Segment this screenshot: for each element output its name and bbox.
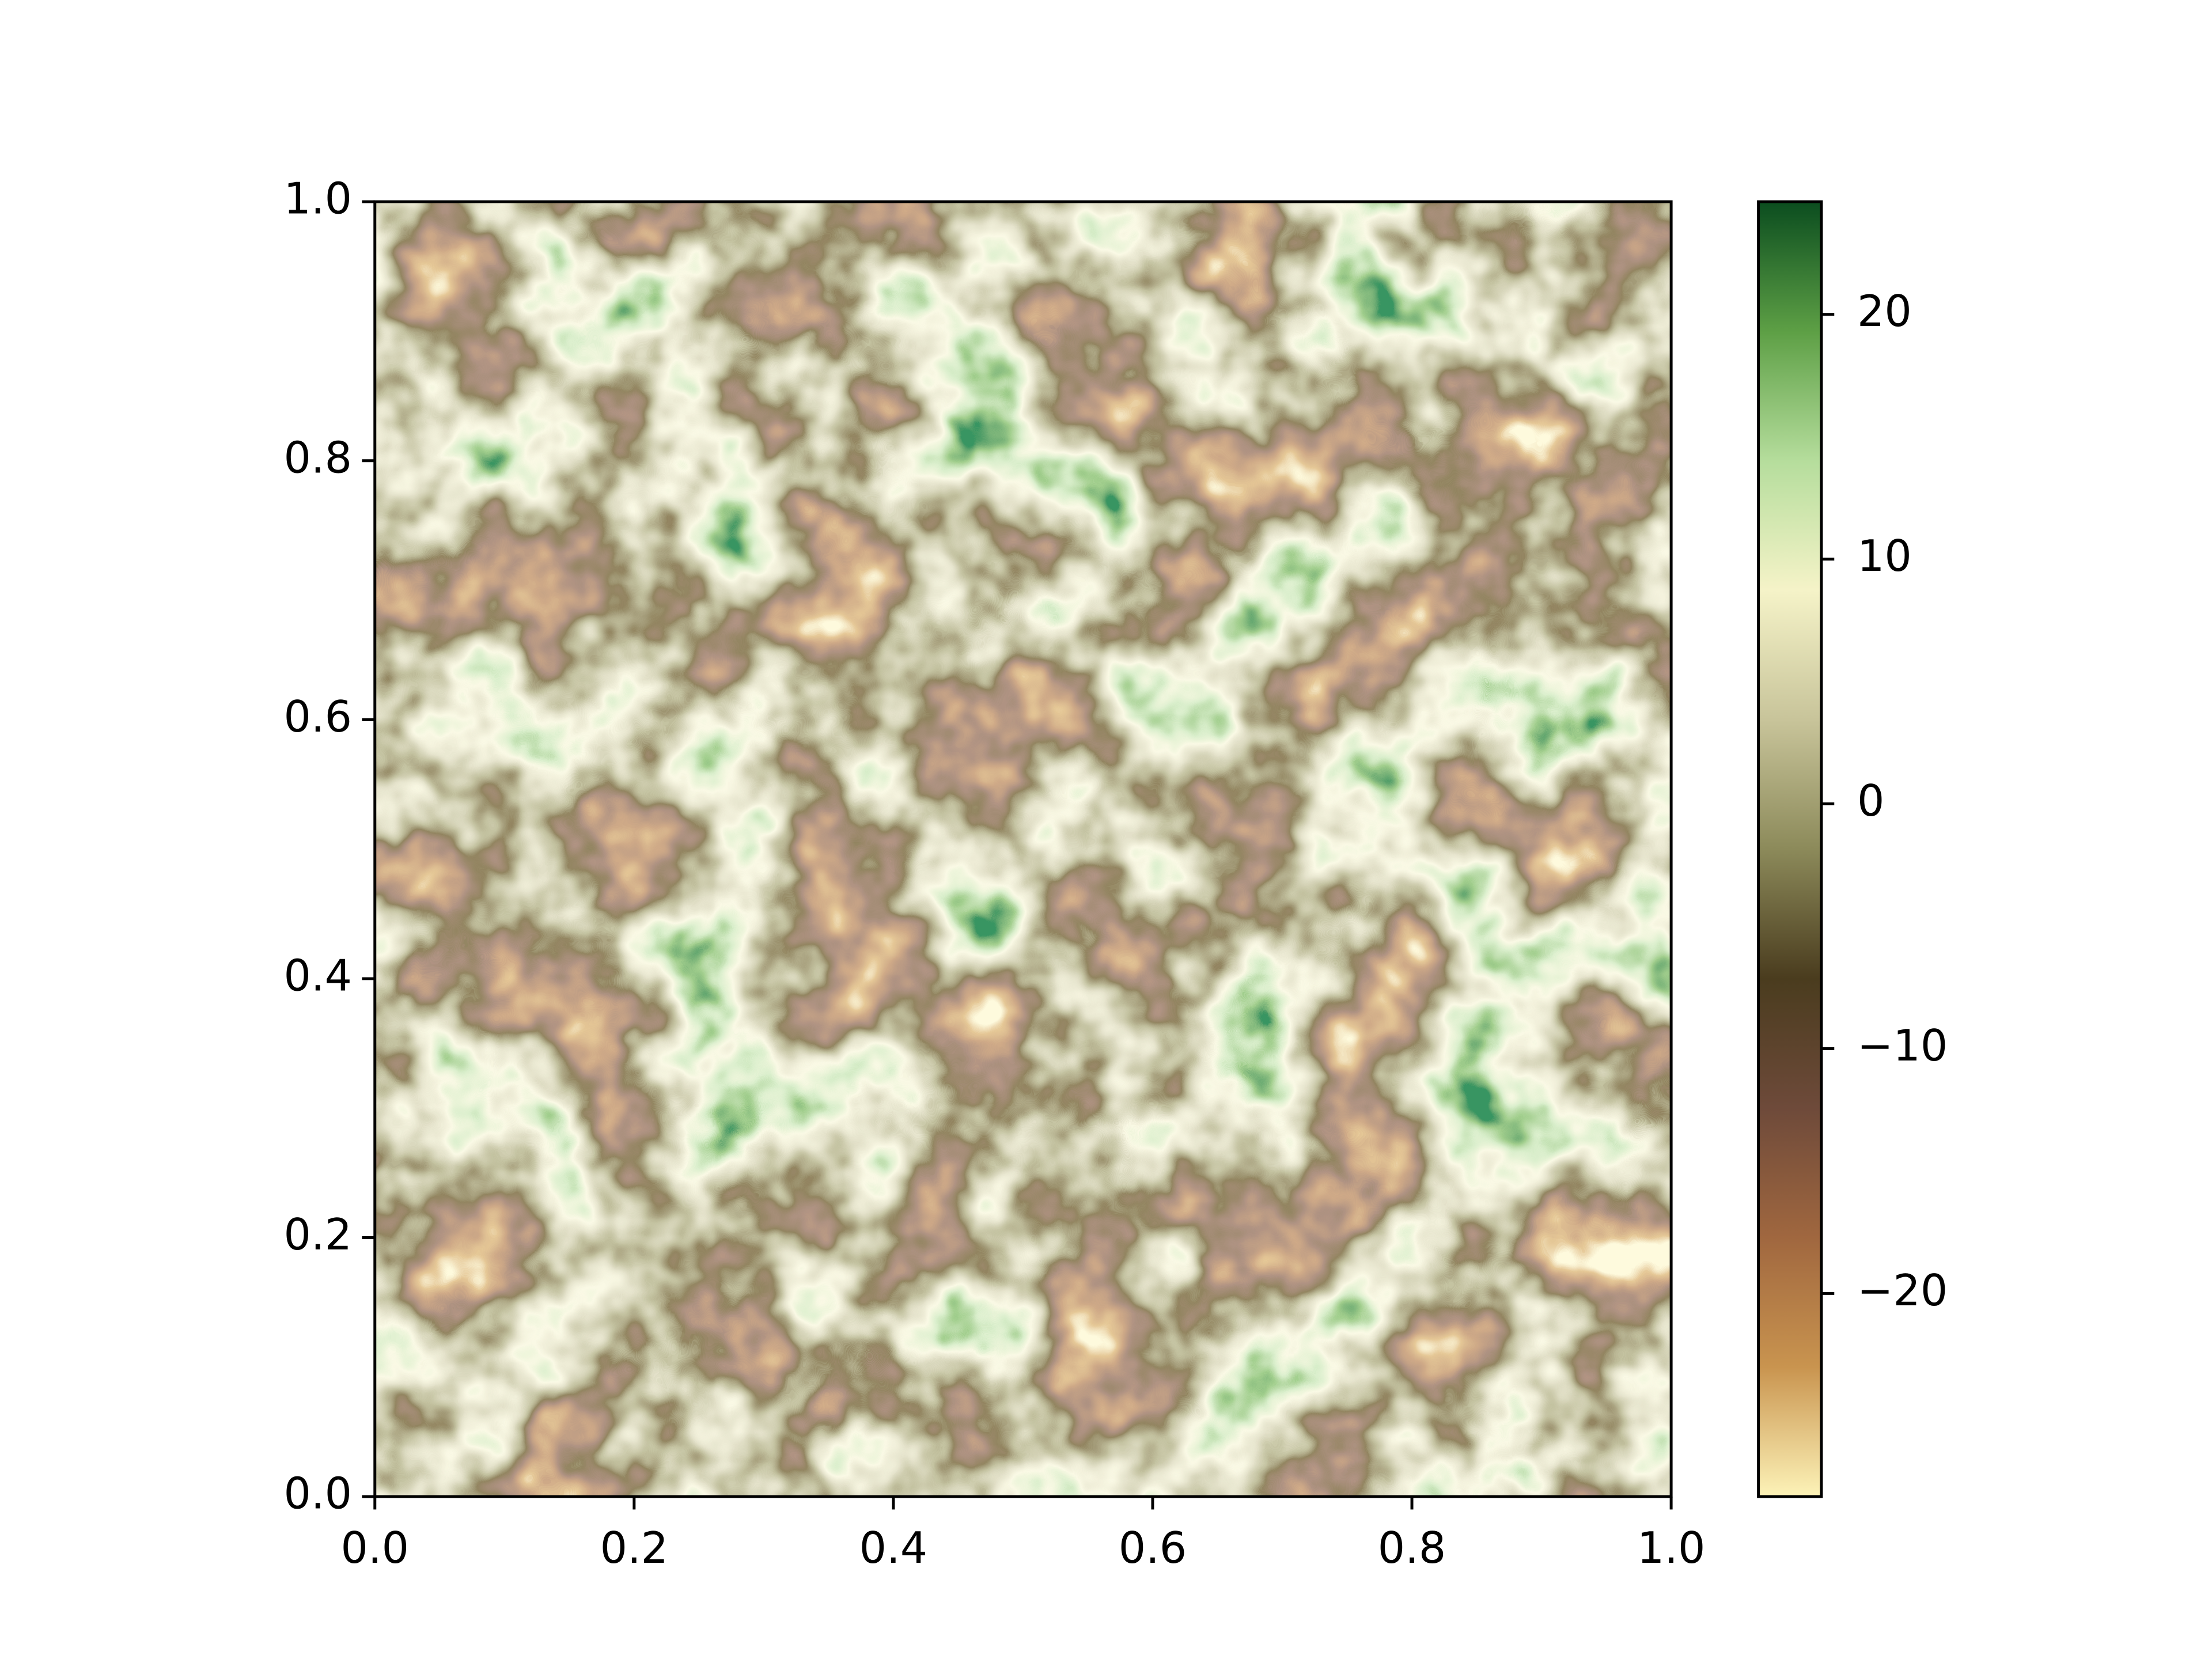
colorbar-tick-label: 10 bbox=[1857, 531, 1912, 581]
x-tick-label: 0.8 bbox=[1378, 1523, 1446, 1573]
x-tick-label: 0.0 bbox=[341, 1523, 409, 1573]
colorbar-tick-label: −20 bbox=[1857, 1266, 1948, 1316]
colorbar-tick-label: −10 bbox=[1857, 1021, 1948, 1071]
y-tick-label: 0.8 bbox=[284, 433, 352, 483]
y-tick-label: 0.6 bbox=[284, 692, 352, 742]
heatmap-field bbox=[374, 202, 1672, 1497]
y-tick-label: 0.4 bbox=[284, 950, 352, 1001]
colorbar-tick-label: 20 bbox=[1857, 286, 1912, 336]
y-tick-label: 0.0 bbox=[284, 1469, 352, 1519]
colorbar-tick-label: 0 bbox=[1857, 776, 1884, 826]
x-tick-label: 0.2 bbox=[600, 1523, 668, 1573]
x-tick-label: 1.0 bbox=[1637, 1523, 1705, 1573]
y-tick-label: 0.2 bbox=[284, 1210, 352, 1260]
plot-frame bbox=[373, 200, 1673, 1498]
x-tick-label: 0.6 bbox=[1119, 1523, 1187, 1573]
colorbar bbox=[1757, 200, 1823, 1498]
x-tick-label: 0.4 bbox=[859, 1523, 927, 1573]
y-tick-label: 1.0 bbox=[284, 174, 352, 224]
